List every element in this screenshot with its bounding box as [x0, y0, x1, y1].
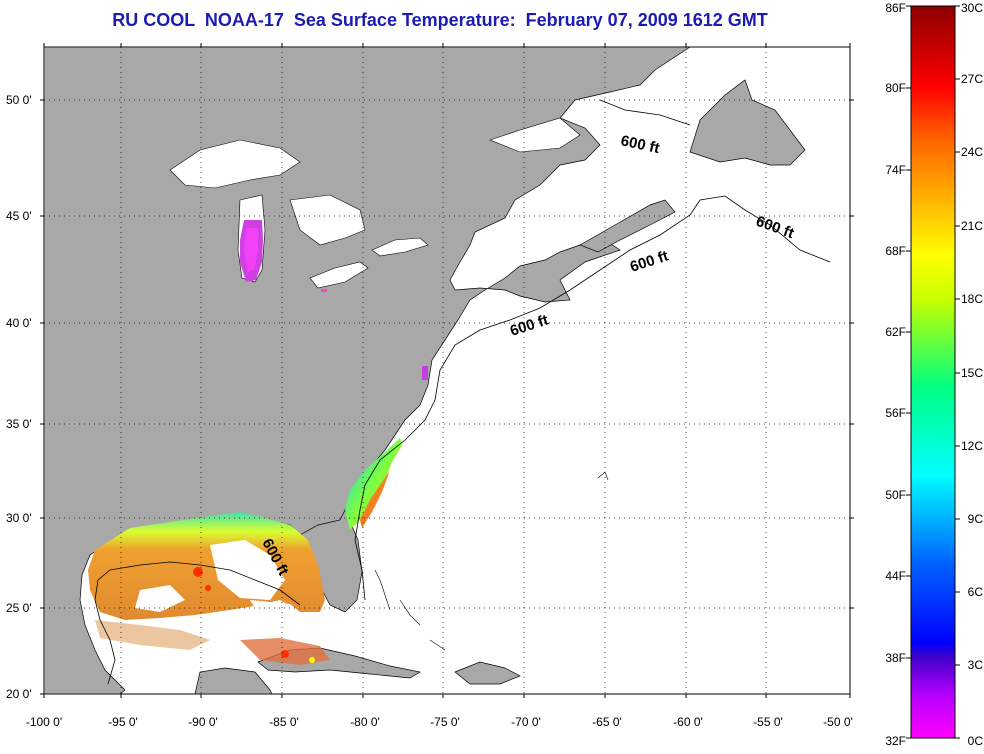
- lon-label-85: -85 0': [269, 715, 299, 729]
- cb-c-12: 12C: [961, 439, 983, 453]
- cb-f-50: 50F: [885, 488, 906, 502]
- lon-label-80: -80 0': [350, 715, 380, 729]
- lake-erie-sst: [321, 289, 327, 292]
- colorbar: [910, 5, 956, 739]
- hispaniola-landmass: [454, 661, 521, 685]
- cb-f-62: 62F: [885, 325, 906, 339]
- cb-c-18: 18C: [961, 292, 983, 306]
- lat-label-50: 50 0': [6, 93, 32, 107]
- lat-label-40: 40 0': [6, 316, 32, 330]
- lon-label-60: -60 0': [673, 715, 703, 729]
- cb-c-27: 27C: [961, 72, 983, 86]
- colorbar-ticks: [906, 5, 960, 739]
- newfoundland-landmass: [689, 79, 806, 166]
- cb-c-30: 30C: [961, 1, 983, 15]
- caribbean-sst: [95, 567, 330, 665]
- cb-f-56: 56F: [885, 406, 906, 420]
- lon-label-65: -65 0': [592, 715, 622, 729]
- lat-label-45: 45 0': [6, 209, 32, 223]
- gulf-stream-sst: [360, 470, 390, 528]
- isobath-600ft: [94, 99, 831, 685]
- atlantic-coastal-sst: [345, 438, 402, 530]
- cb-f-68: 68F: [885, 244, 906, 258]
- lat-label-20: 20 0': [6, 687, 32, 701]
- cb-c-24: 24C: [961, 145, 983, 159]
- lake-michigan-sst-core: [244, 228, 258, 272]
- cb-c-6: 6C: [968, 585, 984, 599]
- cb-c-21: 21C: [961, 219, 983, 233]
- lon-label-75: -75 0': [430, 715, 460, 729]
- lon-label-50: -50 0': [823, 715, 853, 729]
- cb-f-74: 74F: [885, 163, 906, 177]
- lon-label-90: -90 0': [188, 715, 218, 729]
- gulf-cloud-gaps: [135, 540, 300, 616]
- map-title: RU COOL NOAA-17 Sea Surface Temperature:…: [112, 10, 768, 30]
- cb-f-86: 86F: [885, 1, 906, 15]
- cb-c-3: 3C: [968, 658, 984, 672]
- nova-scotia-landmass: [579, 199, 676, 253]
- lon-label-100: -100 0': [26, 715, 62, 729]
- cb-c-15: 15C: [961, 366, 983, 380]
- lon-label-55: -55 0': [753, 715, 783, 729]
- cb-f-80: 80F: [885, 81, 906, 95]
- cb-f-38: 38F: [885, 651, 906, 665]
- yucatan-landmass: [194, 667, 273, 694]
- axis-ticks: [40, 43, 854, 698]
- lon-label-70: -70 0': [511, 715, 541, 729]
- lon-label-95: -95 0': [108, 715, 138, 729]
- cb-f-32: 32F: [885, 734, 906, 748]
- chesapeake-sst: [422, 366, 428, 380]
- lat-label-25: 25 0': [6, 601, 32, 615]
- cb-c-9: 9C: [968, 512, 984, 526]
- lat-label-30: 30 0': [6, 511, 32, 525]
- cb-f-44: 44F: [885, 569, 906, 583]
- lat-label-35: 35 0': [6, 417, 32, 431]
- cb-c-0: 0C: [968, 734, 984, 748]
